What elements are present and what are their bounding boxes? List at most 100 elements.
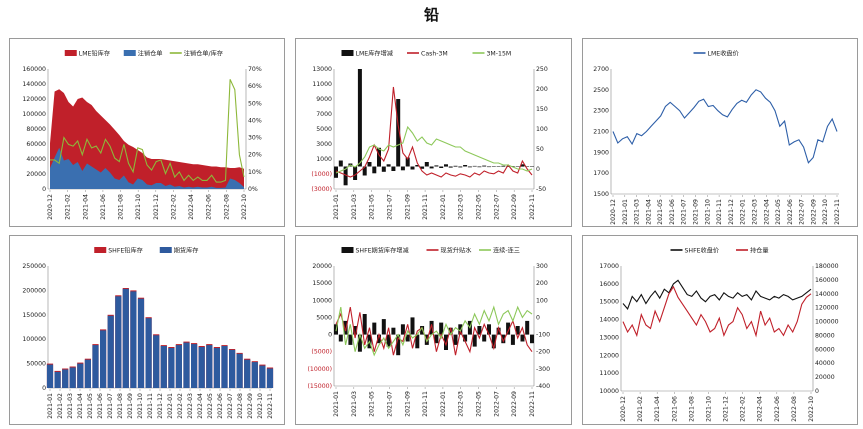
- page-title: 铅: [423, 6, 439, 24]
- y-tick-label: 10000: [599, 388, 619, 395]
- legend-label: 连续-连三: [493, 247, 520, 255]
- y-tick-label: 1500: [593, 191, 609, 198]
- y-tick-label: 150: [536, 106, 548, 113]
- y-tick-label: 2500: [593, 87, 609, 94]
- x-tick-label: 2021-03: [351, 194, 358, 220]
- y-tick-label: 50%: [248, 100, 262, 107]
- y-tick-label: 160000: [815, 277, 839, 284]
- x-tick-label: 2021-05: [87, 393, 94, 419]
- series-bar: [410, 317, 415, 335]
- y-tick-label: 250000: [22, 263, 46, 270]
- series-bar: [372, 166, 377, 174]
- series-bar: [372, 322, 377, 335]
- legend-label: LME收盘价: [708, 50, 739, 58]
- series-bar: [213, 348, 220, 388]
- y-tick-label: 16000: [599, 281, 619, 288]
- lme-price-chart: LME收盘价 1500 1700 1900 2100 2300 2500 2700 2020-1…: [582, 38, 858, 227]
- y-tick-label: 1900: [593, 149, 609, 156]
- x-tick-label: 2022-03: [187, 393, 194, 419]
- series-bar: [77, 363, 84, 388]
- series-bar: [62, 369, 69, 388]
- x-tick-label: 2021-12: [723, 396, 730, 422]
- series-bar: [244, 359, 251, 388]
- series-bar: [515, 166, 520, 167]
- x-tick-label: 2021-02: [57, 393, 64, 419]
- series-bar: [434, 334, 439, 344]
- y-tick-label: 0: [328, 332, 332, 339]
- series-bar: [472, 165, 477, 167]
- series-bar: [472, 334, 477, 347]
- y-tick-label: 200000: [22, 287, 46, 294]
- y-tick-label: 20%: [248, 152, 262, 159]
- x-tick-label: 2022-09: [511, 194, 518, 220]
- y-tick-label: 12000: [599, 352, 619, 359]
- y-tick-label: 60000: [26, 141, 46, 148]
- series-bar: [424, 162, 429, 167]
- series-bar: [467, 166, 472, 168]
- series-bar: [477, 326, 482, 335]
- y-tick-label: 100000: [815, 319, 839, 326]
- series-bar: [496, 327, 501, 335]
- y-tick-label: 40000: [26, 156, 46, 163]
- x-tick-label: 2021-09: [127, 393, 134, 419]
- x-tick-label: 2021-10: [705, 396, 712, 422]
- series-area: [50, 89, 244, 189]
- series-bar: [100, 330, 107, 388]
- series-bar: [415, 334, 420, 349]
- x-tick-label: 2022-01: [167, 393, 174, 419]
- x-tick-label: 2022-03: [458, 391, 465, 417]
- y-tick-label: 1700: [593, 170, 609, 177]
- y-tick-label: 150000: [22, 312, 46, 319]
- series-bar: [520, 334, 525, 342]
- x-tick-label: 2021-07: [386, 391, 393, 417]
- x-tick-label: 2021-12: [157, 393, 164, 419]
- y-tick-label: 60000: [815, 346, 835, 353]
- x-tick-label: 2021-11: [422, 194, 429, 220]
- x-tick-label: 2022-05: [476, 391, 483, 417]
- shfe-stock-chart: SHFE铅库存 期货库存 0 50000 100000 150000 200000 25000…: [9, 235, 285, 425]
- series-bar: [353, 166, 358, 180]
- x-tick-label: 2021-06: [97, 393, 104, 419]
- series-bar: [266, 368, 274, 388]
- y-tick-label: 200: [536, 280, 548, 287]
- series-bar: [153, 335, 160, 388]
- legend-swatch: [341, 247, 354, 253]
- lme-stock-chart: LME铅库存 注销仓单 注销仓单/库存 0 20000 40000 60000 80000 10…: [9, 38, 285, 227]
- x-tick-label: 2021-09: [404, 391, 411, 417]
- series-line: [335, 125, 533, 174]
- x-tick-label: 2021-10: [137, 393, 144, 419]
- x-tick-label: 2021-08: [688, 396, 695, 422]
- series-bar: [415, 165, 420, 167]
- series-bar: [506, 166, 511, 167]
- series-bar: [221, 346, 228, 388]
- series-bar: [510, 334, 515, 345]
- x-tick-label: 2021-04: [645, 199, 652, 225]
- y-tick-label: 300: [536, 263, 548, 270]
- y-tick-label: (15000): [307, 383, 332, 390]
- x-tick-label: 2021-07: [107, 393, 114, 419]
- x-tick-label: 2022-11: [267, 393, 274, 419]
- x-tick-label: 2021-04: [77, 393, 84, 419]
- series-bar: [84, 359, 91, 388]
- series-bar: [420, 326, 425, 335]
- y-tick-label: 9000: [316, 96, 332, 103]
- series-line: [335, 305, 533, 357]
- x-tick-label: 2022-08: [223, 194, 230, 220]
- y-tick-label: -100: [536, 332, 550, 339]
- series-bar: [236, 353, 243, 388]
- y-tick-label: 100000: [22, 336, 46, 343]
- x-tick-label: 2021-01: [333, 391, 340, 417]
- series-bar: [400, 166, 405, 171]
- series-bar: [377, 147, 381, 167]
- y-tick-label: 2100: [593, 129, 609, 136]
- x-tick-label: 2022-02: [170, 194, 177, 220]
- y-tick-label: 0: [536, 166, 540, 173]
- series-bar: [448, 327, 453, 335]
- x-tick-label: 2021-05: [369, 194, 376, 220]
- x-tick-label: 2021-01: [47, 393, 54, 419]
- series-bar: [501, 334, 506, 344]
- legend-label: 期货库存: [174, 247, 199, 255]
- y-tick-label: 0: [42, 186, 46, 193]
- x-tick-label: 2021-11: [716, 199, 723, 225]
- series-bar: [251, 362, 258, 388]
